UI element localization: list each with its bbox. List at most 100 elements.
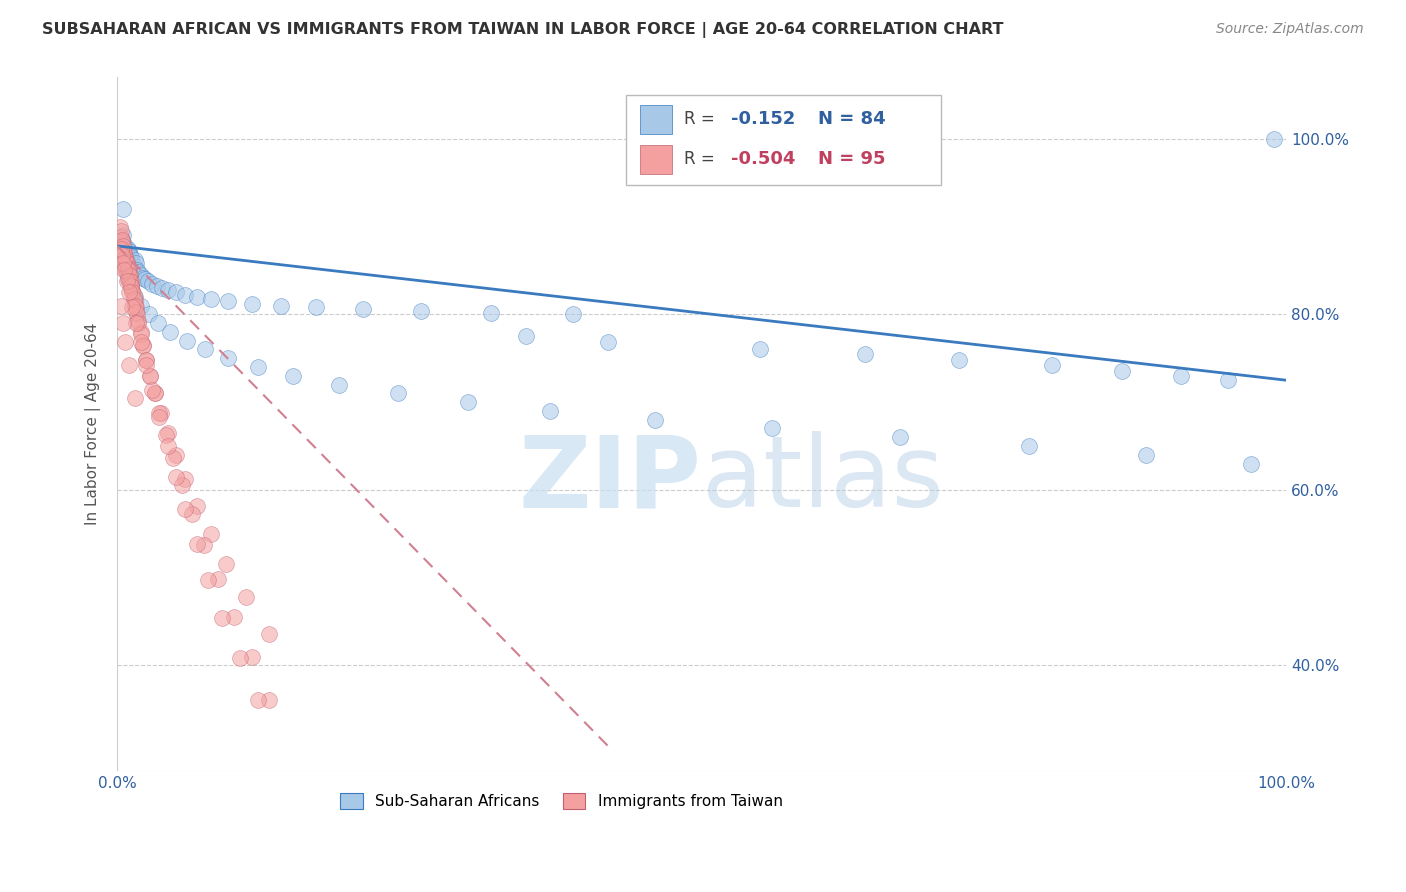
Point xyxy=(240,297,263,311)
Point xyxy=(118,285,141,300)
Point xyxy=(122,292,145,306)
Point xyxy=(352,302,374,317)
Point xyxy=(117,242,139,256)
Point xyxy=(120,279,142,293)
Point xyxy=(217,294,239,309)
Point xyxy=(457,395,479,409)
Point xyxy=(117,259,139,273)
Point xyxy=(120,259,142,273)
Text: R =: R = xyxy=(685,110,714,128)
Point xyxy=(114,259,136,273)
Point xyxy=(117,252,139,267)
Point xyxy=(156,425,179,440)
Point xyxy=(1018,439,1040,453)
Point xyxy=(1263,132,1285,146)
Point xyxy=(155,427,177,442)
Point xyxy=(118,256,141,270)
Point xyxy=(200,293,222,307)
Point xyxy=(139,368,162,383)
Point xyxy=(127,316,149,330)
Point xyxy=(538,404,561,418)
Text: -0.504: -0.504 xyxy=(731,150,796,168)
Point xyxy=(124,299,146,313)
Point xyxy=(120,274,142,288)
Point xyxy=(112,254,135,268)
Point xyxy=(112,242,135,256)
Point xyxy=(124,391,146,405)
Point xyxy=(217,351,239,366)
Text: R =: R = xyxy=(685,150,714,168)
Point xyxy=(115,256,138,270)
Point xyxy=(120,279,142,293)
Point xyxy=(114,242,136,256)
Point xyxy=(110,241,132,255)
Point xyxy=(115,254,138,268)
Point xyxy=(143,386,166,401)
Legend: Sub-Saharan Africans, Immigrants from Taiwan: Sub-Saharan Africans, Immigrants from Ta… xyxy=(335,787,789,815)
Point xyxy=(122,259,145,273)
Point xyxy=(150,281,173,295)
Point xyxy=(114,335,136,350)
Point xyxy=(240,649,263,664)
Point xyxy=(122,288,145,302)
Point xyxy=(112,242,135,256)
Point xyxy=(114,259,136,273)
Point xyxy=(235,590,257,604)
Point xyxy=(111,235,134,250)
Point xyxy=(148,406,170,420)
Point xyxy=(749,343,772,357)
Point xyxy=(162,451,184,466)
Point xyxy=(281,368,304,383)
Point xyxy=(200,526,222,541)
Point xyxy=(148,410,170,425)
Point xyxy=(159,325,181,339)
Point xyxy=(115,274,138,288)
Point xyxy=(215,557,238,571)
Point xyxy=(948,353,970,368)
Point xyxy=(127,263,149,277)
Point xyxy=(110,237,132,252)
Point xyxy=(111,250,134,264)
Point xyxy=(112,228,135,243)
Point xyxy=(111,233,134,247)
Point xyxy=(136,274,159,288)
Point xyxy=(186,290,208,304)
Point xyxy=(515,329,537,343)
Point xyxy=(328,377,350,392)
Point xyxy=(112,252,135,267)
Point xyxy=(114,250,136,264)
Text: Source: ZipAtlas.com: Source: ZipAtlas.com xyxy=(1216,22,1364,37)
Point xyxy=(111,248,134,262)
Point xyxy=(170,477,193,491)
Y-axis label: In Labor Force | Age 20-64: In Labor Force | Age 20-64 xyxy=(86,323,101,525)
Point xyxy=(1216,373,1239,387)
Point xyxy=(479,305,502,319)
Bar xyxy=(640,105,672,135)
Point xyxy=(114,252,136,266)
Point xyxy=(110,246,132,260)
Bar xyxy=(640,145,672,175)
Point xyxy=(120,261,142,276)
Point xyxy=(139,368,162,383)
Point xyxy=(132,339,155,353)
Point xyxy=(125,301,148,315)
Point xyxy=(181,507,204,521)
Point xyxy=(129,268,152,282)
Point xyxy=(141,277,163,291)
Point xyxy=(110,299,132,313)
Point xyxy=(112,246,135,260)
Point xyxy=(135,353,157,368)
Point xyxy=(146,279,169,293)
Point xyxy=(115,246,138,260)
Point xyxy=(112,256,135,270)
Point xyxy=(125,256,148,270)
Point xyxy=(112,316,135,330)
Point xyxy=(118,274,141,288)
Point xyxy=(305,301,328,315)
Point xyxy=(598,335,620,350)
Point xyxy=(112,254,135,268)
Point xyxy=(110,230,132,244)
Point xyxy=(108,219,131,234)
Point xyxy=(120,268,142,282)
Point xyxy=(149,406,172,420)
